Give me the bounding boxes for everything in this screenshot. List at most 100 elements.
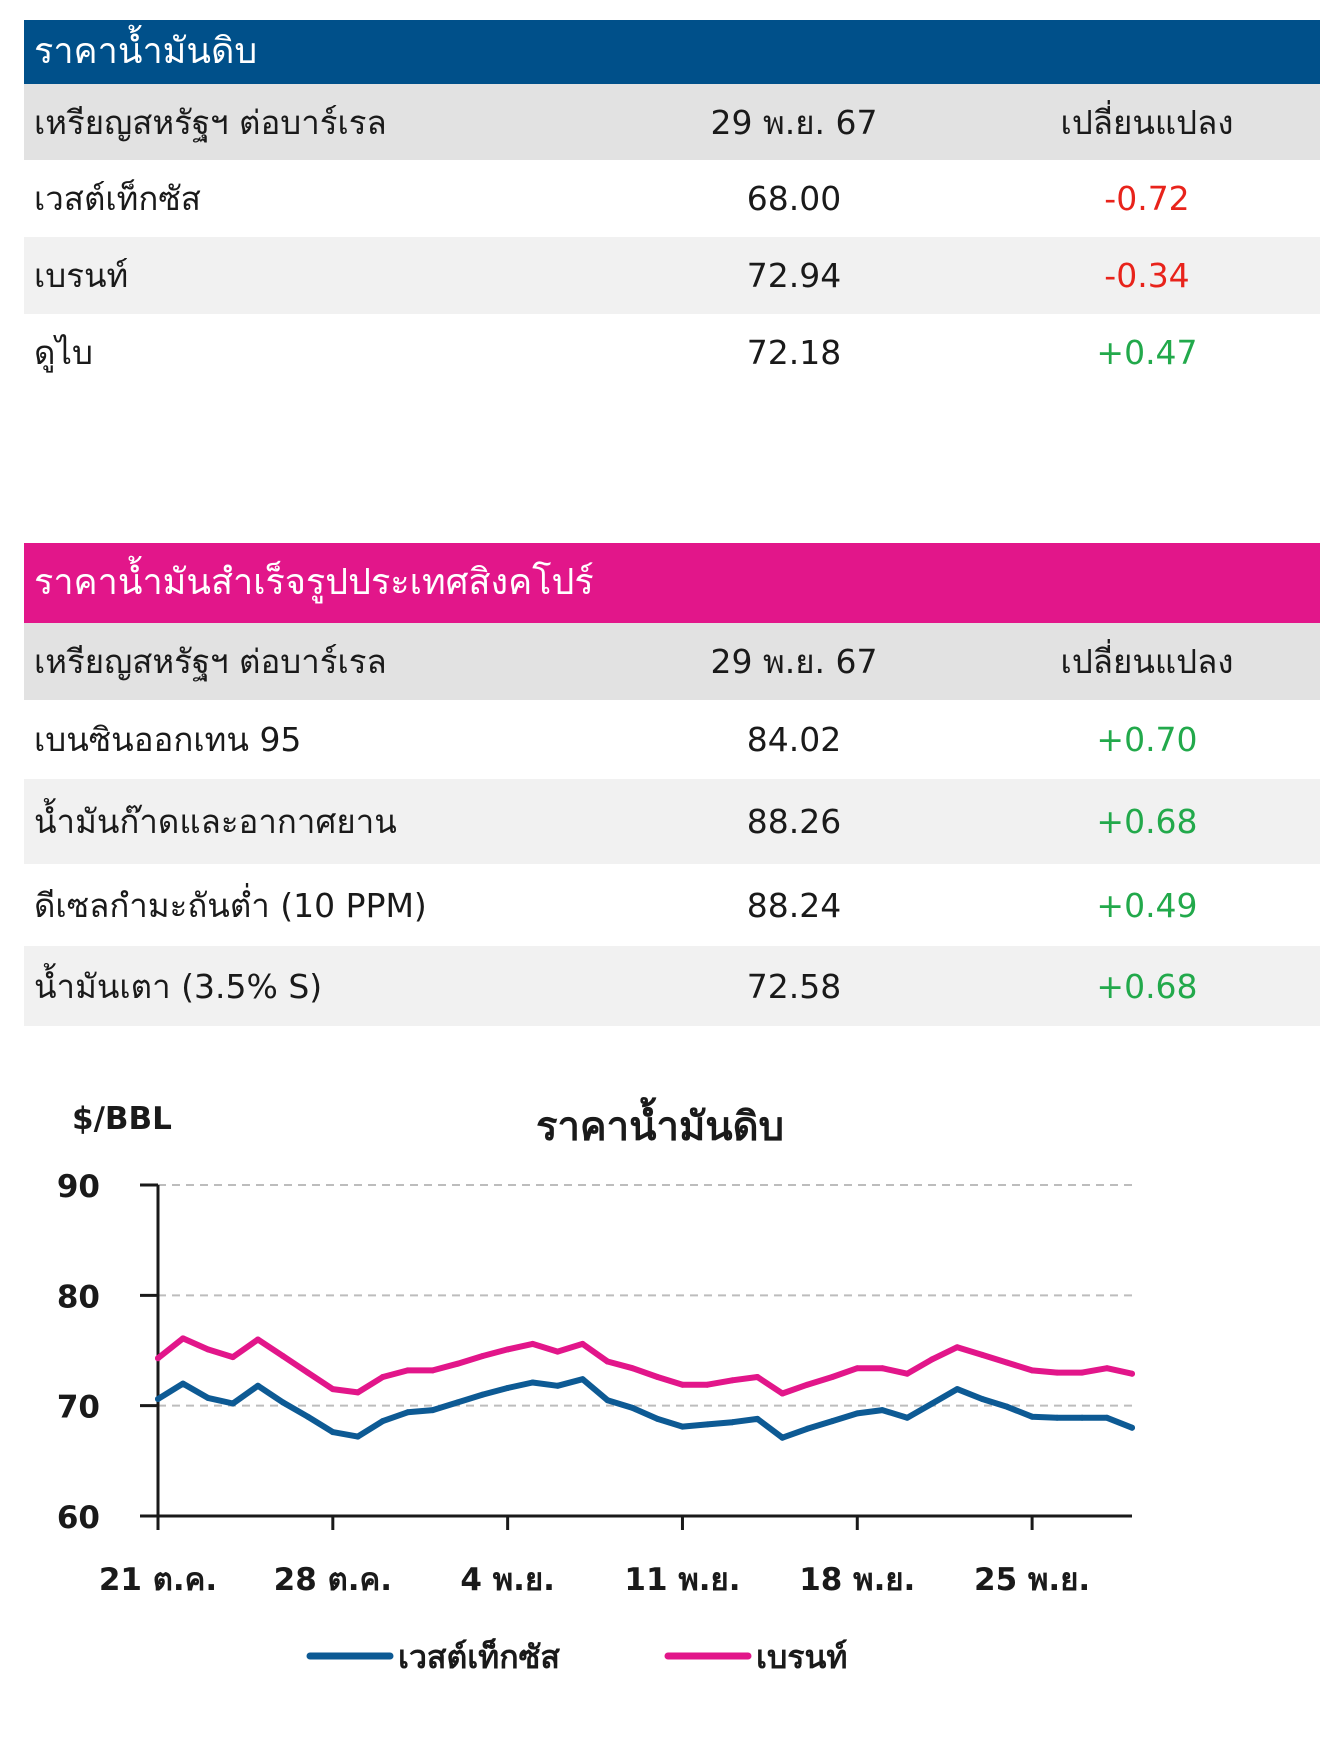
- chart-axes: 60 70 80 90 21 ต.ค. 28 ต.ค. 4 พ.ย. 11 พ.ย. 18 พ.…: [57, 1169, 1132, 1598]
- data-point: [679, 1423, 686, 1430]
- data-point: [279, 1399, 286, 1406]
- table-row: น้ำมันเตา (3.5% S) 72.58 +0.68: [24, 946, 1320, 1026]
- data-point: [180, 1380, 186, 1387]
- data-point: [229, 1354, 236, 1361]
- change-value: +0.70: [1096, 720, 1198, 759]
- data-point: [254, 1382, 261, 1389]
- chart-title: ราคาน้ำมันดิบ: [536, 1097, 784, 1150]
- data-point: [804, 1381, 811, 1388]
- data-point: [779, 1390, 786, 1397]
- data-point: [304, 1413, 311, 1420]
- data-point: [829, 1374, 836, 1380]
- data-point: [229, 1400, 236, 1407]
- data-point: [429, 1367, 436, 1374]
- data-point: [155, 1396, 161, 1402]
- data-point: [529, 1379, 536, 1386]
- x-tick-label: 28 ต.ค.: [274, 1562, 392, 1598]
- data-point: [1004, 1403, 1011, 1410]
- data-point: [304, 1369, 311, 1376]
- data-point: [979, 1396, 986, 1402]
- change-value: +0.47: [1096, 333, 1198, 372]
- crude-oil-header-row: เหรียญสหรัฐฯ ต่อบาร์เรล 29 พ.ย. 67 เปลี่…: [24, 84, 1320, 160]
- price-value: 72.18: [746, 333, 842, 372]
- data-point: [504, 1385, 511, 1391]
- data-point: [829, 1418, 836, 1425]
- y-tick-label: 90: [57, 1169, 100, 1205]
- x-tick-label: 11 พ.ย.: [624, 1562, 740, 1598]
- data-point: [1079, 1369, 1086, 1376]
- data-point: [754, 1415, 761, 1422]
- data-point: [254, 1336, 261, 1343]
- data-point: [629, 1404, 636, 1411]
- legend-label: เวสต์เท็กซัส: [398, 1637, 560, 1676]
- change-value: -0.34: [1104, 256, 1190, 295]
- price-value: 88.24: [746, 885, 842, 925]
- table-row: เวสต์เท็กซัส 68.00 -0.72: [24, 160, 1320, 237]
- data-point: [579, 1340, 586, 1347]
- data-point: [729, 1419, 736, 1426]
- product-name: เบนซินออกเทน 95: [34, 720, 302, 759]
- data-point: [204, 1394, 211, 1401]
- change-header: เปลี่ยนแปลง: [1060, 642, 1234, 681]
- unit-label: เหรียญสหรัฐฯ ต่อบาร์เรล: [34, 102, 387, 142]
- data-point: [529, 1340, 536, 1347]
- table-row: เบนซินออกเทน 95 84.02 +0.70: [24, 700, 1320, 779]
- singapore-refined-table: ราคาน้ำมันสำเร็จรูปประเทศสิงคโปร์ เหรียญ…: [24, 543, 1320, 1026]
- data-point: [604, 1397, 611, 1404]
- change-value: +0.68: [1096, 802, 1198, 841]
- data-point: [654, 1415, 661, 1422]
- data-point: [204, 1346, 211, 1353]
- data-point: [654, 1374, 661, 1380]
- x-tick-label: 4 พ.ย.: [460, 1562, 555, 1598]
- data-point: [180, 1335, 186, 1342]
- data-point: [879, 1407, 886, 1414]
- data-point: [629, 1365, 636, 1372]
- data-point: [1054, 1369, 1061, 1376]
- data-point: [754, 1374, 761, 1380]
- data-point: [429, 1407, 436, 1414]
- date-header: 29 พ.ย. 67: [710, 102, 878, 142]
- data-point: [329, 1429, 336, 1436]
- change-value: -0.72: [1104, 179, 1190, 218]
- data-point: [155, 1355, 161, 1362]
- data-point: [729, 1377, 736, 1384]
- data-point: [1029, 1413, 1036, 1420]
- data-point: [954, 1344, 961, 1351]
- chart-legend: เวสต์เท็กซัส เบรนท์: [306, 1637, 847, 1676]
- price-value: 88.26: [746, 802, 842, 841]
- data-point: [929, 1356, 936, 1363]
- legend-label: เบรนท์: [756, 1638, 847, 1676]
- crude-oil-title: ราคาน้ำมันดิบ: [24, 20, 1320, 84]
- data-point: [329, 1386, 336, 1393]
- data-point: [1129, 1424, 1135, 1431]
- data-point: [579, 1376, 586, 1383]
- data-point: [379, 1374, 386, 1380]
- data-point: [1029, 1367, 1036, 1374]
- data-point: [1104, 1365, 1110, 1372]
- data-point: [604, 1358, 611, 1365]
- data-point: [404, 1367, 411, 1374]
- data-point: [554, 1382, 561, 1389]
- data-point: [779, 1434, 786, 1441]
- product-name: น้ำมันเตา (3.5% S): [34, 966, 323, 1006]
- product-name: เบรนท์: [34, 256, 129, 295]
- x-tick-label: 18 พ.ย.: [799, 1562, 915, 1598]
- unit-label: เหรียญสหรัฐฯ ต่อบาร์เรล: [34, 642, 387, 681]
- data-point: [354, 1389, 361, 1396]
- price-value: 84.02: [746, 720, 842, 759]
- series-line: [155, 1335, 1135, 1397]
- data-point: [1054, 1414, 1061, 1421]
- x-tick-label: 21 ต.ค.: [99, 1562, 217, 1598]
- data-point: [904, 1370, 911, 1377]
- y-tick-label: 60: [57, 1500, 100, 1536]
- data-point: [704, 1381, 711, 1388]
- x-tick-label: 25 พ.ย.: [974, 1562, 1090, 1598]
- table-row: น้ำมันก๊าดและอากาศยาน 88.26 +0.68: [24, 779, 1320, 864]
- data-point: [479, 1353, 486, 1359]
- date-header: 29 พ.ย. 67: [710, 642, 878, 681]
- data-point: [554, 1348, 561, 1355]
- data-point: [1104, 1414, 1110, 1421]
- data-point: [479, 1391, 486, 1398]
- change-value: +0.68: [1096, 966, 1198, 1006]
- chart-y-unit-label: $/BBL: [72, 1101, 172, 1137]
